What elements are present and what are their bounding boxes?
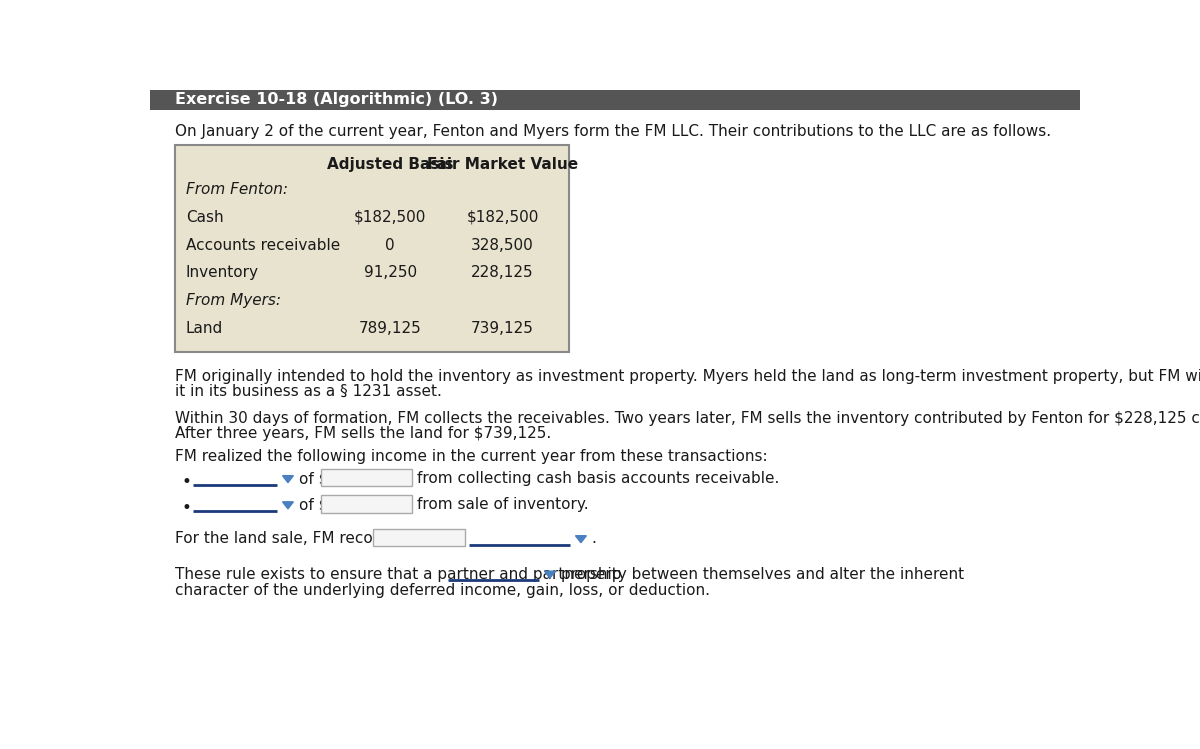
Polygon shape bbox=[576, 536, 587, 543]
Text: Within 30 days of formation, FM collects the receivables. Two years later, FM se: Within 30 days of formation, FM collects… bbox=[175, 411, 1200, 426]
Text: •: • bbox=[181, 473, 191, 491]
Bar bbox=[373, 529, 464, 547]
Bar bbox=[320, 495, 412, 512]
Text: After three years, FM sells the land for $739,125.: After three years, FM sells the land for… bbox=[175, 426, 551, 441]
Text: Adjusted Basis: Adjusted Basis bbox=[326, 157, 454, 172]
Text: character of the underlying deferred income, gain, loss, or deduction.: character of the underlying deferred inc… bbox=[175, 583, 710, 598]
Bar bbox=[150, 90, 1080, 110]
Bar bbox=[175, 145, 569, 352]
Text: Fair Market Value: Fair Market Value bbox=[427, 157, 578, 172]
Text: 0: 0 bbox=[385, 237, 395, 252]
Text: These rule exists to ensure that a partner and partnership: These rule exists to ensure that a partn… bbox=[175, 566, 622, 581]
Text: From Fenton:: From Fenton: bbox=[186, 182, 288, 197]
Text: From Myers:: From Myers: bbox=[186, 293, 281, 308]
Text: For the land sale, FM recognizes a $: For the land sale, FM recognizes a $ bbox=[175, 531, 450, 546]
Text: On January 2 of the current year, Fenton and Myers form the FM LLC. Their contri: On January 2 of the current year, Fenton… bbox=[175, 124, 1051, 139]
Text: 739,125: 739,125 bbox=[472, 321, 534, 336]
Text: .: . bbox=[592, 531, 596, 546]
Polygon shape bbox=[282, 476, 293, 482]
Text: Land: Land bbox=[186, 321, 223, 336]
Text: •: • bbox=[181, 499, 191, 517]
Polygon shape bbox=[545, 571, 556, 578]
Text: it in its business as a § 1231 asset.: it in its business as a § 1231 asset. bbox=[175, 384, 442, 399]
Text: of $: of $ bbox=[299, 497, 328, 512]
Text: property between themselves and alter the inherent: property between themselves and alter th… bbox=[560, 566, 964, 581]
Text: 789,125: 789,125 bbox=[359, 321, 421, 336]
Text: from sale of inventory.: from sale of inventory. bbox=[416, 497, 588, 512]
Text: from collecting cash basis accounts receivable.: from collecting cash basis accounts rece… bbox=[416, 471, 779, 486]
Text: Accounts receivable: Accounts receivable bbox=[186, 237, 340, 252]
Text: $182,500: $182,500 bbox=[467, 210, 539, 225]
Text: 228,125: 228,125 bbox=[472, 265, 534, 280]
Text: $182,500: $182,500 bbox=[354, 210, 426, 225]
Text: 91,250: 91,250 bbox=[364, 265, 416, 280]
Text: of $: of $ bbox=[299, 471, 328, 486]
Text: 328,500: 328,500 bbox=[472, 237, 534, 252]
Polygon shape bbox=[282, 502, 293, 509]
Text: Exercise 10-18 (Algorithmic) (LO. 3): Exercise 10-18 (Algorithmic) (LO. 3) bbox=[175, 92, 498, 107]
Text: FM originally intended to hold the inventory as investment property. Myers held : FM originally intended to hold the inven… bbox=[175, 369, 1200, 383]
Text: FM realized the following income in the current year from these transactions:: FM realized the following income in the … bbox=[175, 449, 768, 464]
Bar bbox=[320, 469, 412, 486]
Text: Cash: Cash bbox=[186, 210, 223, 225]
Text: Inventory: Inventory bbox=[186, 265, 259, 280]
